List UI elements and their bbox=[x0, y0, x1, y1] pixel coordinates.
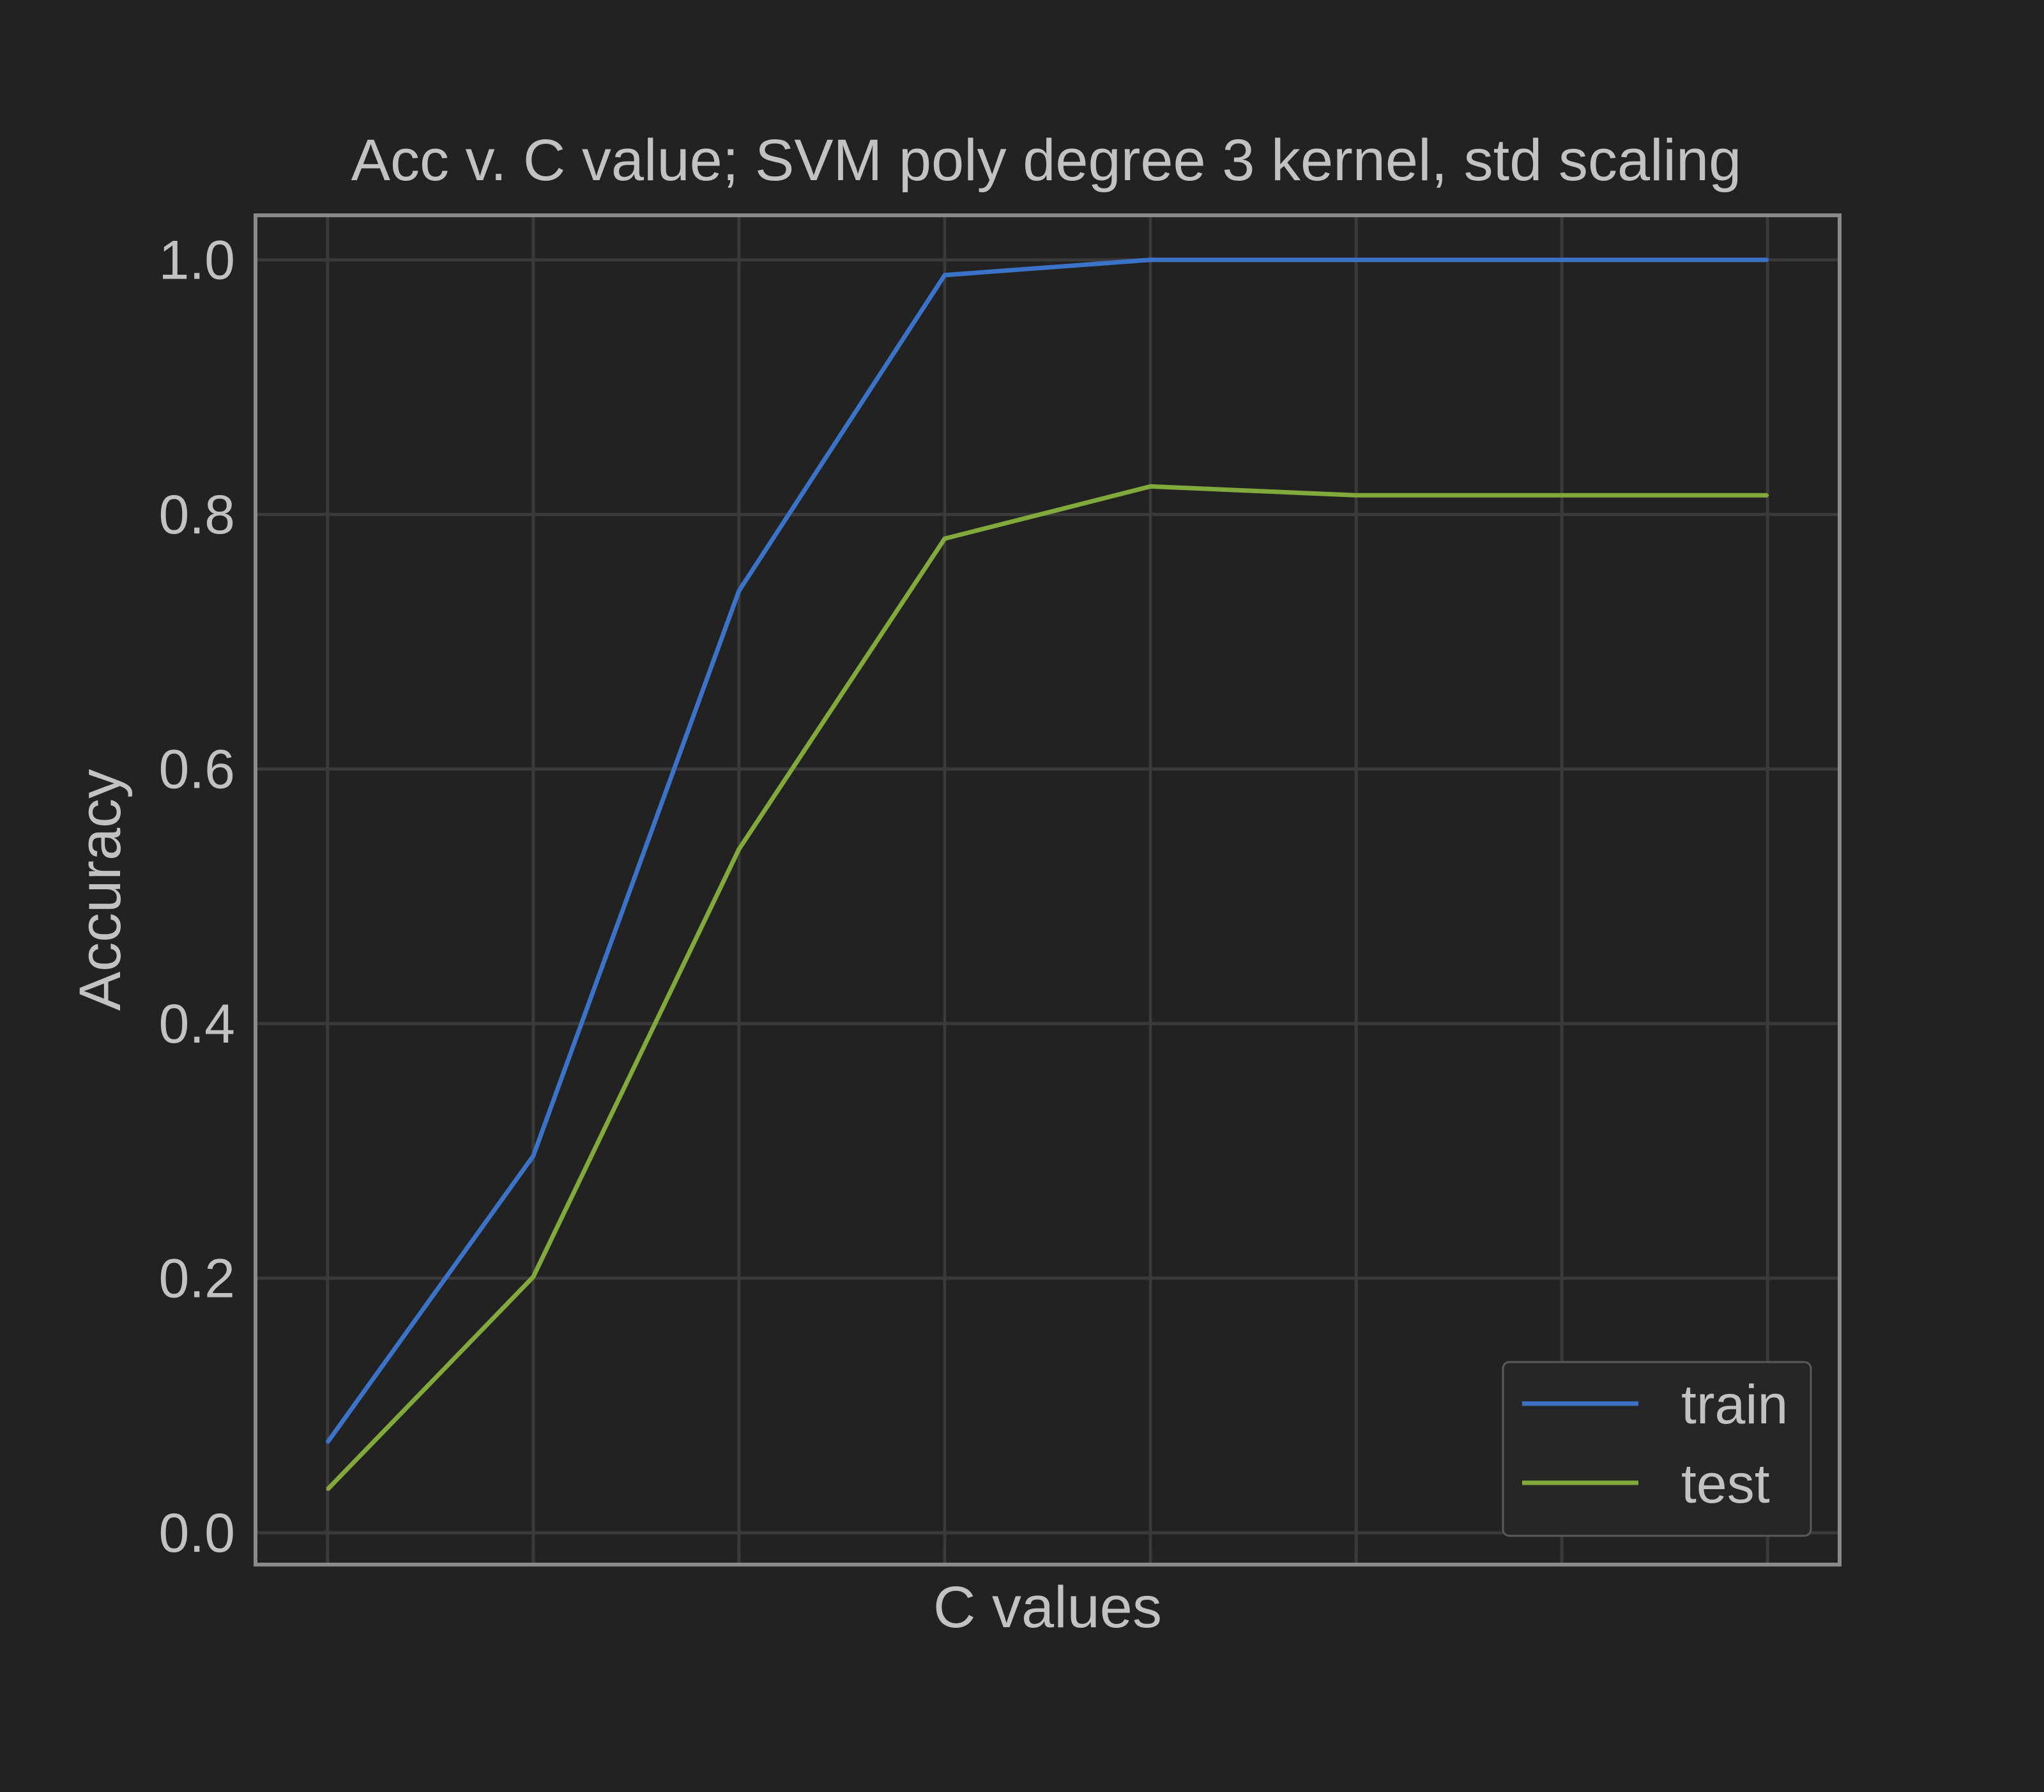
data-point-train bbox=[1149, 258, 1152, 261]
data-point-train bbox=[531, 1154, 535, 1158]
data-point-train bbox=[1355, 258, 1358, 261]
plot-frame bbox=[254, 213, 1842, 1566]
data-point-test bbox=[1766, 494, 1769, 497]
y-tick-label: 0.4 bbox=[158, 993, 235, 1055]
data-point-test bbox=[1149, 485, 1152, 488]
data-point-test bbox=[1355, 494, 1358, 497]
y-tick-label: 0.8 bbox=[158, 484, 235, 546]
data-point-train bbox=[737, 589, 740, 592]
legend-train-label: train bbox=[1681, 1374, 1788, 1436]
data-point-train bbox=[326, 1441, 329, 1444]
axis-ticks: 0.0 0.2 0.4 0.6 0.8 1.0 bbox=[158, 230, 1769, 1565]
data-point-test bbox=[531, 1275, 535, 1278]
data-point-train bbox=[943, 273, 946, 277]
series-line-test bbox=[326, 484, 1768, 1491]
grid-lines bbox=[256, 215, 1840, 1565]
y-tick-label: 0.2 bbox=[158, 1248, 235, 1310]
legend: train test bbox=[1502, 1361, 1812, 1537]
y-tick-label: 1.0 bbox=[158, 230, 235, 291]
chart-title: Acc v. C value; SVM poly degree 3 kernel… bbox=[351, 128, 1742, 193]
data-point-test bbox=[1560, 494, 1564, 497]
x-axis-label: C values bbox=[933, 1575, 1162, 1640]
y-tick-label: 0.6 bbox=[158, 739, 235, 800]
data-point-test bbox=[737, 848, 740, 851]
data-point-test bbox=[326, 1488, 329, 1491]
data-series bbox=[325, 257, 1769, 1491]
y-axis-label: Accuracy bbox=[68, 769, 133, 1011]
data-point-train bbox=[1766, 258, 1769, 261]
data-point-test bbox=[943, 537, 946, 540]
legend-test-label: test bbox=[1681, 1453, 1770, 1515]
y-tick-label: 0.0 bbox=[158, 1503, 235, 1564]
series-line-train bbox=[325, 257, 1768, 1444]
data-point-train bbox=[1560, 258, 1564, 261]
